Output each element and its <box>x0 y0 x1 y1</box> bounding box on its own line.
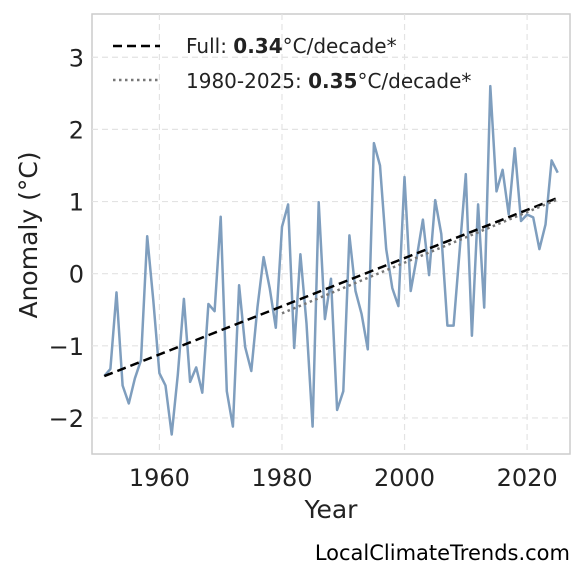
x-axis-title: Year <box>304 495 359 524</box>
series-line-anomaly <box>103 84 559 436</box>
credit-text: LocalClimateTrends.com <box>315 541 570 565</box>
x-tick-label: 2000 <box>374 464 435 492</box>
trend-line-recent <box>281 198 559 315</box>
x-ticks: 1960 1980 2000 2020 <box>129 464 558 492</box>
y-ticks: −2 −1 0 1 2 3 <box>49 44 84 433</box>
legend-recent-value: 0.35 <box>308 69 357 93</box>
legend-recent-prefix: 1980-2025: <box>186 69 308 93</box>
y-tick-label: −1 <box>49 333 84 361</box>
y-tick-label: −2 <box>49 405 84 433</box>
legend-label-full: Full: 0.34°C/decade* <box>186 34 397 58</box>
y-tick-label: 1 <box>69 189 84 217</box>
legend-recent-suffix: °C/decade* <box>357 69 471 93</box>
y-tick-label: 0 <box>69 261 84 289</box>
legend-full-prefix: Full: <box>186 34 233 58</box>
x-tick-label: 2020 <box>497 464 558 492</box>
y-axis-title: Anomaly (°C) <box>14 151 43 318</box>
y-tick-label: 2 <box>69 116 84 144</box>
legend-full-value: 0.34 <box>233 34 282 58</box>
legend-full-suffix: °C/decade* <box>283 34 397 58</box>
series-layer <box>103 84 559 436</box>
legend-label-recent: 1980-2025: 0.35°C/decade* <box>186 69 471 93</box>
trend-line-full <box>103 196 559 378</box>
x-tick-label: 1960 <box>129 464 190 492</box>
x-tick-label: 1980 <box>251 464 312 492</box>
y-tick-label: 3 <box>69 44 84 72</box>
legend: Full: 0.34°C/decade* 1980-2025: 0.35°C/d… <box>113 34 471 93</box>
